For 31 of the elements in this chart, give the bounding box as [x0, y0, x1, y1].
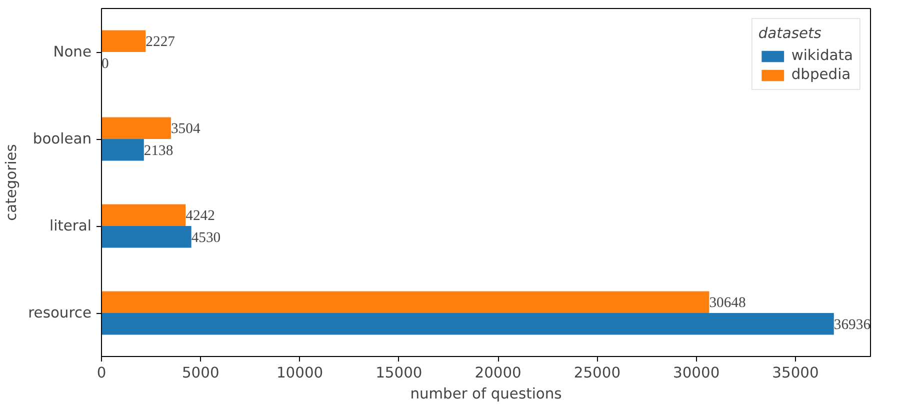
- y-tick-label: None: [53, 44, 92, 60]
- bar: [102, 226, 192, 248]
- y-tick-label: resource: [28, 304, 92, 322]
- y-tick-label: literal: [50, 218, 92, 234]
- x-tick-label: 25000: [574, 364, 621, 382]
- legend-title: datasets: [758, 25, 822, 42]
- data-label: 4530: [191, 230, 221, 246]
- data-label: 0: [102, 56, 109, 72]
- legend-label: dbpedia: [791, 66, 851, 83]
- data-label: 2138: [144, 142, 174, 159]
- bar: [102, 291, 710, 313]
- bar: [102, 139, 144, 161]
- x-tick-label: 30000: [673, 364, 720, 382]
- x-tick-label: 5000: [182, 364, 220, 382]
- y-axis-title: categories: [3, 144, 20, 221]
- data-label: 3504: [170, 121, 201, 138]
- bar: [102, 204, 186, 226]
- bar: [102, 30, 146, 52]
- x-axis-title: number of questions: [410, 386, 562, 402]
- data-label: 4242: [186, 208, 215, 224]
- x-tick-label: 35000: [772, 364, 819, 382]
- x-tick-label: 0: [96, 364, 106, 382]
- bar: [102, 313, 834, 335]
- data-label: 2227: [146, 34, 175, 50]
- x-tick-label: 20000: [474, 364, 522, 382]
- x-tick-label: 15000: [376, 364, 422, 382]
- data-label: 30648: [709, 295, 746, 312]
- x-tick-label: 10000: [276, 364, 324, 382]
- bar: [102, 117, 171, 139]
- legend-label: wikidata: [791, 47, 853, 64]
- y-tick-label: boolean: [32, 130, 92, 148]
